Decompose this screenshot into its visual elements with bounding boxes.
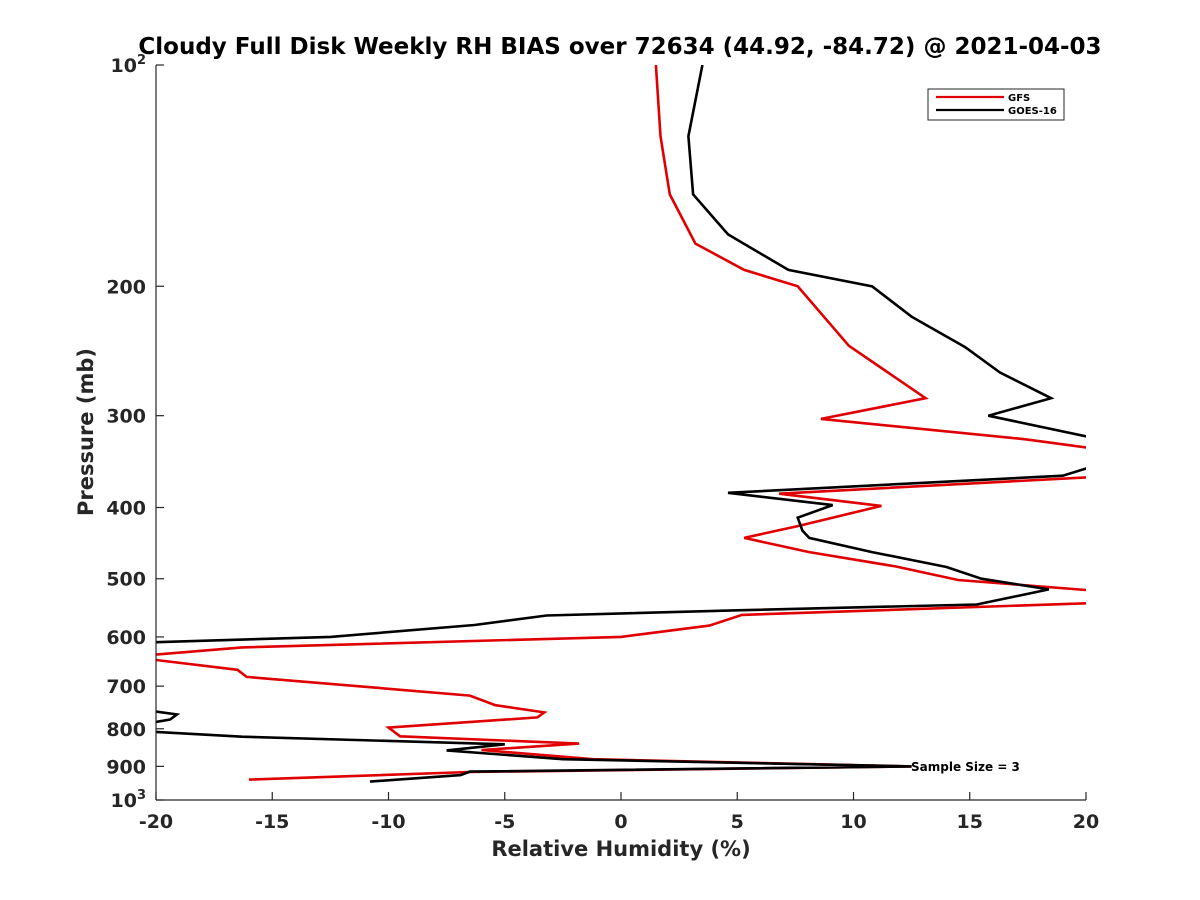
- legend-label-gfs: GFS: [1008, 93, 1030, 104]
- y-tick-label: 500: [106, 569, 146, 591]
- y-tick-label: 600: [106, 627, 146, 649]
- legend-box: [927, 88, 1065, 121]
- x-tick-label: 15: [957, 811, 983, 833]
- x-tick-label: 5: [731, 811, 744, 833]
- x-tick-label: 0: [614, 811, 627, 833]
- x-ticks: -20 -15 -10 -5 0 5 10 15 20: [139, 792, 1099, 833]
- x-tick-label: -20: [139, 811, 173, 833]
- x-axis-label: Relative Humidity (%): [491, 837, 750, 861]
- y-tick-label: 102: [111, 53, 147, 77]
- y-tick-label: 700: [106, 676, 146, 698]
- y-tick-label: 900: [106, 756, 146, 778]
- x-tick-label: -5: [494, 811, 515, 833]
- chart-title: Cloudy Full Disk Weekly RH BIAS over 726…: [138, 34, 1101, 60]
- y-tick-label: 400: [106, 498, 146, 520]
- x-tick-label: 10: [840, 811, 866, 833]
- x-tick-label: 20: [1073, 811, 1099, 833]
- series-line-goes-16: [156, 65, 1086, 783]
- y-ticks: 102 200 300 400 500 600 700 800 900 103: [106, 53, 164, 812]
- x-tick-label: -15: [255, 811, 289, 833]
- y-tick-label: 103: [111, 788, 147, 812]
- x-tick-label: -10: [371, 811, 405, 833]
- series-line-gfs: [156, 65, 1086, 781]
- y-tick-label: 300: [106, 406, 146, 428]
- sample-size-annotation: Sample Size = 3: [911, 760, 1020, 774]
- y-axis-label: Pressure (mb): [74, 348, 98, 516]
- series-layer: [156, 65, 1086, 783]
- y-tick-label: 800: [106, 719, 146, 741]
- y-tick-label: 200: [106, 276, 146, 298]
- legend: GFS GOES-16: [927, 88, 1065, 121]
- legend-label-goes-16: GOES-16: [1008, 106, 1057, 117]
- plot-area: [156, 65, 1086, 800]
